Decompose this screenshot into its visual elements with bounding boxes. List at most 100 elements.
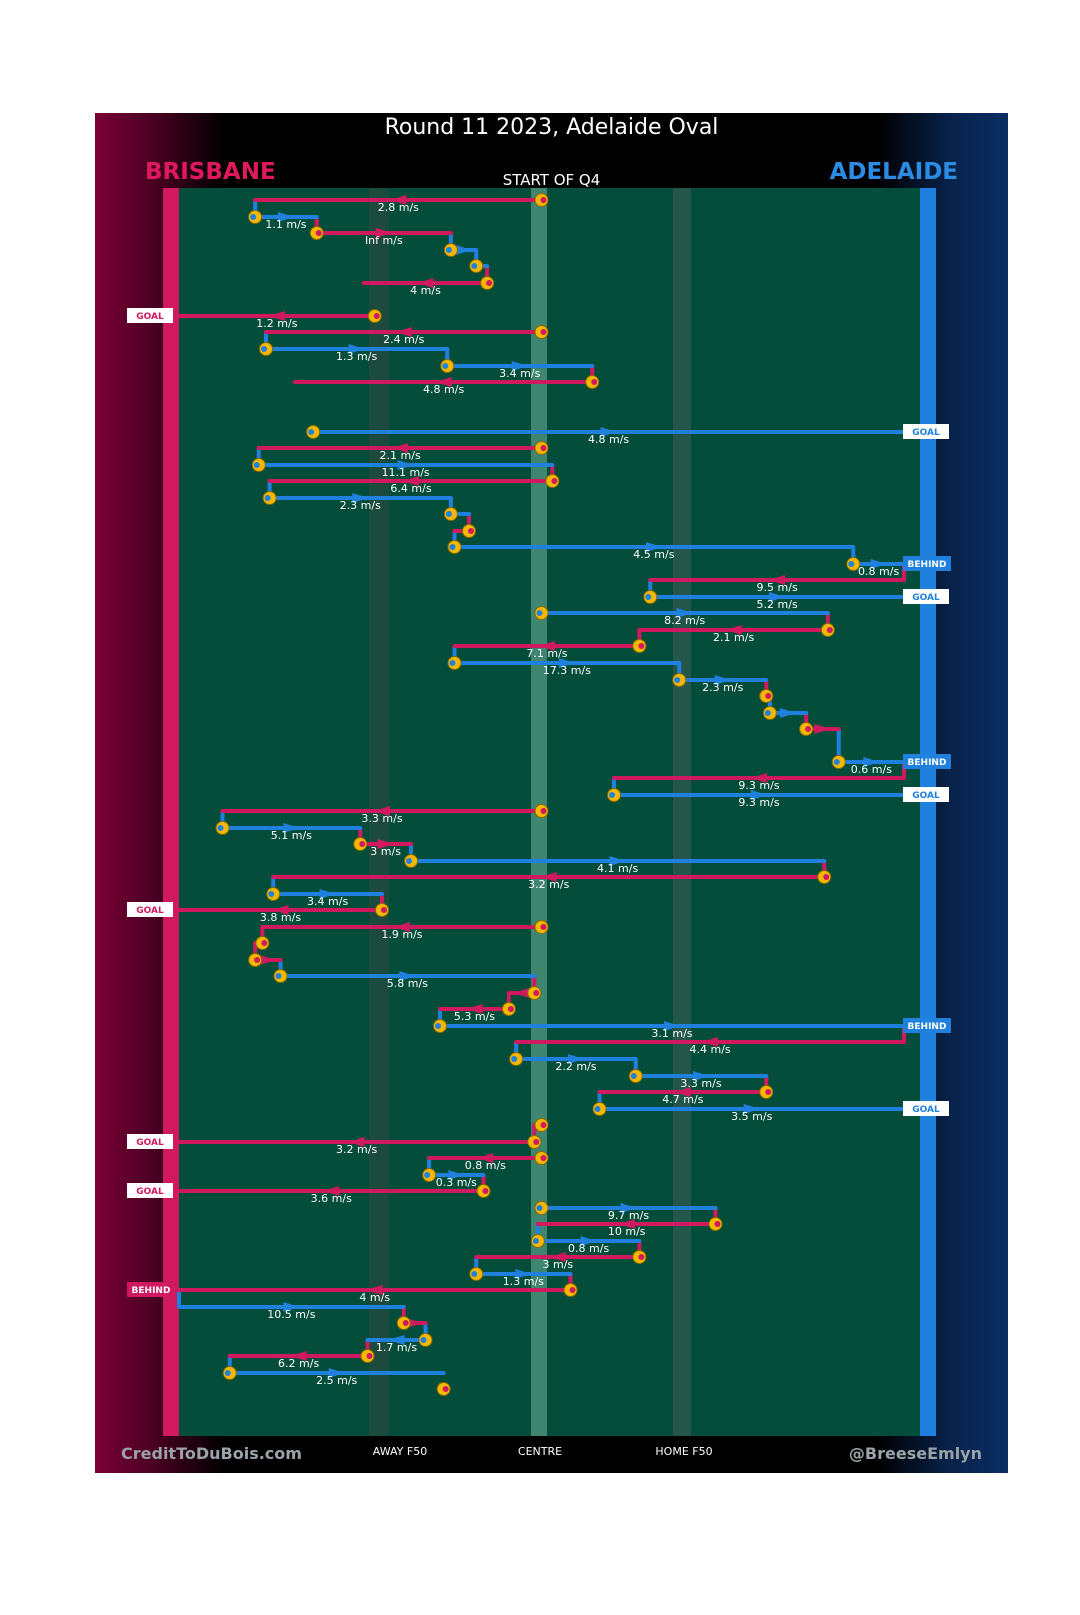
- direction-arrow: [477, 1153, 494, 1163]
- possession-marker-team: [674, 677, 681, 683]
- direction-arrow: [780, 708, 796, 718]
- direction-arrow: [403, 476, 419, 486]
- possession-marker-team: [638, 1254, 645, 1260]
- speed-label: 1.2 m/s: [256, 317, 297, 330]
- home-f50-stripe: [673, 188, 691, 1436]
- outcome-label: GOAL: [912, 593, 940, 603]
- direction-arrow: [397, 460, 414, 470]
- possession-marker-team: [366, 1353, 373, 1359]
- axis-tick-home-f50: HOME F50: [655, 1445, 713, 1458]
- outcome-badge: [127, 1134, 173, 1149]
- speed-label: 3.3 m/s: [361, 812, 402, 825]
- outcome-badge: [903, 1101, 949, 1116]
- speed-label: 17.3 m/s: [543, 664, 591, 677]
- direction-arrow: [319, 889, 336, 899]
- brisbane-goal-line: [163, 188, 179, 1436]
- speed-label: 3.4 m/s: [499, 367, 540, 380]
- credit-left: CreditToDuBois.com: [121, 1444, 302, 1463]
- direction-arrow: [863, 757, 880, 767]
- speed-label: 6.4 m/s: [390, 482, 431, 495]
- outcome-label: GOAL: [136, 1187, 164, 1197]
- outcome-badge: [127, 902, 173, 917]
- possession-marker-team: [308, 429, 315, 435]
- direction-arrow: [870, 559, 887, 569]
- speed-label: 3.3 m/s: [680, 1077, 721, 1090]
- possession-marker-team: [630, 1073, 637, 1079]
- possession-marker-team: [420, 1337, 427, 1343]
- direction-arrow: [769, 592, 786, 602]
- direction-arrow: [352, 493, 369, 503]
- possession-marker-team: [533, 990, 540, 996]
- possession-marker-team: [471, 263, 478, 269]
- speed-label: 9.3 m/s: [738, 779, 779, 792]
- possession-marker-team: [268, 891, 275, 897]
- team-label-adelaide: ADELAIDE: [829, 159, 958, 185]
- direction-arrow: [323, 1186, 340, 1196]
- possession-marker-team: [594, 1106, 601, 1112]
- outcome-label: GOAL: [912, 791, 940, 801]
- speed-label: Inf m/s: [365, 234, 403, 247]
- outcome-badge: [127, 308, 173, 323]
- possession-marker-team: [217, 825, 224, 831]
- speed-label: 0.8 m/s: [858, 565, 899, 578]
- speed-label: 2.8 m/s: [378, 201, 419, 214]
- speed-label: 2.1 m/s: [713, 631, 754, 644]
- possession-marker-team: [540, 329, 547, 335]
- speed-label: 2.2 m/s: [555, 1060, 596, 1073]
- speed-label: 4.7 m/s: [662, 1093, 703, 1106]
- direction-arrow: [513, 988, 530, 998]
- possession-marker-team: [833, 759, 840, 765]
- outcome-badge: [903, 754, 951, 769]
- direction-arrow: [609, 856, 626, 866]
- speed-label: 4.5 m/s: [633, 548, 674, 561]
- possession-marker-team: [449, 660, 456, 666]
- direction-arrow: [388, 1335, 405, 1345]
- chart-panel: Round 11 2023, Adelaide Oval BRISBANE AD…: [95, 113, 1008, 1473]
- direction-arrow: [399, 971, 416, 981]
- direction-arrow: [714, 675, 731, 685]
- direction-arrow: [395, 327, 412, 337]
- direction-arrow: [455, 245, 472, 255]
- possession-marker-team: [540, 445, 547, 451]
- direction-arrow: [511, 361, 528, 371]
- possession-marker-team: [569, 1287, 576, 1293]
- speed-label: 3.6 m/s: [311, 1192, 352, 1205]
- outcome-label: GOAL: [912, 1105, 940, 1115]
- chart-subtitle: START OF Q4: [502, 171, 601, 189]
- speed-label: 2.3 m/s: [702, 681, 743, 694]
- speed-label: 9.3 m/s: [738, 796, 779, 809]
- direction-arrow: [664, 1021, 680, 1031]
- speed-label: 0.8 m/s: [568, 1242, 609, 1255]
- possession-marker-team: [551, 478, 558, 484]
- possession-marker-team: [540, 808, 547, 814]
- speed-label: 3.2 m/s: [528, 878, 569, 891]
- direction-arrow: [435, 377, 452, 387]
- direction-arrow: [348, 1137, 365, 1147]
- possession-marker-team: [261, 940, 268, 946]
- possession-marker-team: [536, 610, 543, 616]
- outcome-label: BEHIND: [132, 1286, 171, 1296]
- speed-label: 0.3 m/s: [436, 1176, 477, 1189]
- possession-marker-team: [532, 1238, 539, 1244]
- direction-arrow: [600, 427, 617, 437]
- possession-marker-team: [402, 1320, 409, 1326]
- speed-label: 4.8 m/s: [588, 433, 629, 446]
- possession-marker-team: [445, 247, 452, 253]
- outcome-label: GOAL: [136, 312, 164, 322]
- speed-label: 4.8 m/s: [423, 383, 464, 396]
- speed-label: 9.5 m/s: [757, 581, 798, 594]
- direction-arrow: [272, 905, 289, 915]
- possession-marker-team: [765, 1089, 772, 1095]
- speed-label: 3.8 m/s: [260, 911, 301, 924]
- speed-label: 0.6 m/s: [851, 763, 892, 776]
- speed-label: 2.1 m/s: [380, 449, 421, 462]
- direction-arrow: [814, 724, 831, 734]
- possession-marker-team: [424, 1172, 431, 1178]
- possession-marker-team: [764, 710, 771, 716]
- possession-marker-team: [442, 363, 449, 369]
- speed-label: 1.1 m/s: [265, 218, 306, 231]
- speed-label: 2.5 m/s: [316, 1374, 357, 1387]
- speed-label: 4 m/s: [410, 284, 441, 297]
- chart-title: Round 11 2023, Adelaide Oval: [384, 115, 719, 140]
- direction-arrow: [283, 1302, 300, 1312]
